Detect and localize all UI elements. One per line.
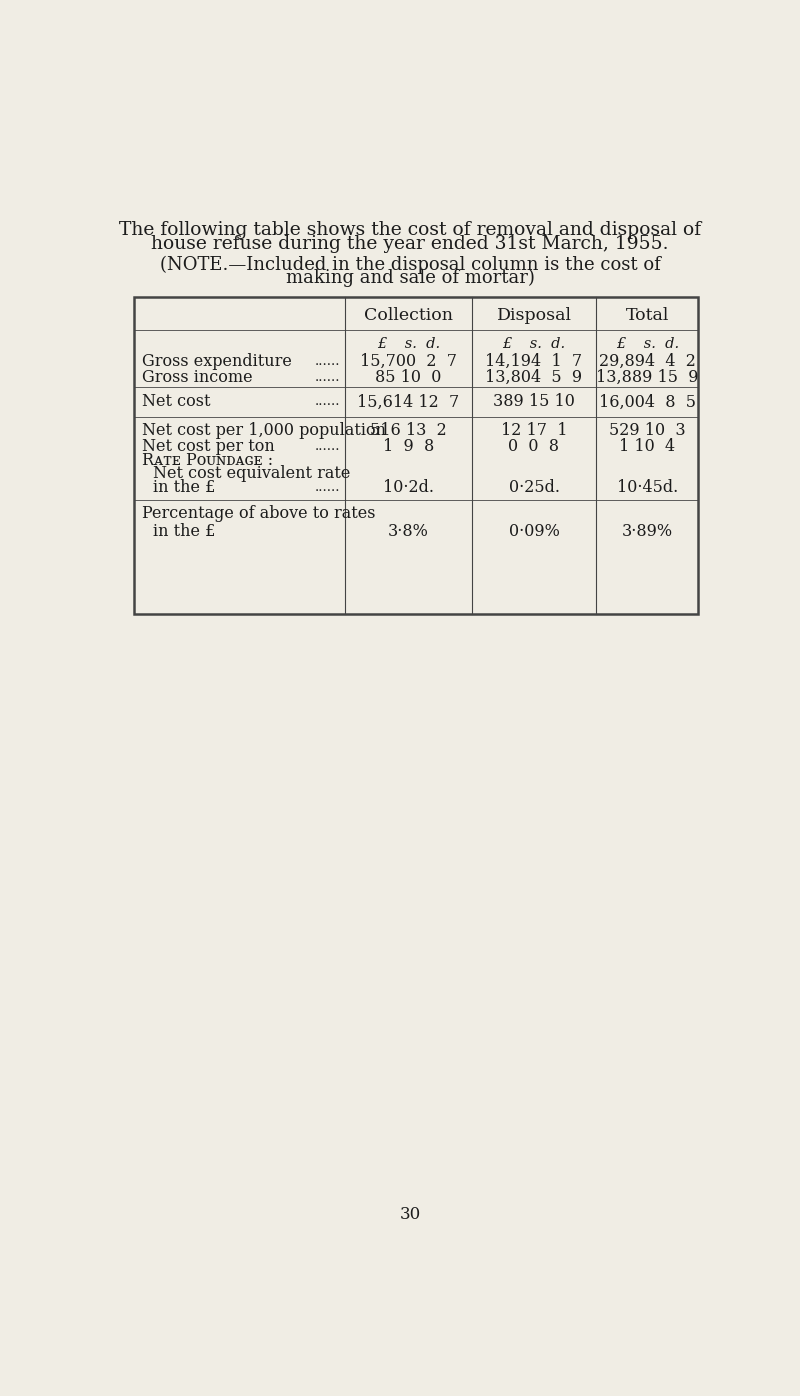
Text: 1  9  8: 1 9 8 bbox=[383, 438, 434, 455]
Text: Disposal: Disposal bbox=[497, 307, 571, 324]
Text: making and sale of mortar): making and sale of mortar) bbox=[286, 269, 534, 288]
Text: Net cost per ton: Net cost per ton bbox=[142, 438, 274, 455]
Text: 13,889 15  9: 13,889 15 9 bbox=[596, 369, 698, 385]
Text: (NOTE.—Included in the disposal column is the cost of: (NOTE.—Included in the disposal column i… bbox=[160, 257, 660, 275]
Text: in the £: in the £ bbox=[153, 479, 215, 497]
Text: ......: ...... bbox=[314, 395, 340, 409]
Text: 516 13  2: 516 13 2 bbox=[370, 423, 447, 440]
Text: 15,700  2  7: 15,700 2 7 bbox=[360, 353, 457, 370]
Text: 14,194  1  7: 14,194 1 7 bbox=[486, 353, 582, 370]
Text: 3·89%: 3·89% bbox=[622, 524, 673, 540]
Text: 15,614 12  7: 15,614 12 7 bbox=[358, 394, 459, 410]
Text: Net cost equivalent rate: Net cost equivalent rate bbox=[153, 465, 350, 483]
Text: 29,894  4  2: 29,894 4 2 bbox=[598, 353, 695, 370]
Text: ......: ...... bbox=[314, 355, 340, 367]
Text: Percentage of above to rates: Percentage of above to rates bbox=[142, 505, 375, 522]
Text: Net cost per 1,000 population: Net cost per 1,000 population bbox=[142, 423, 386, 440]
Text: Collection: Collection bbox=[364, 307, 453, 324]
Text: 10·2d.: 10·2d. bbox=[383, 479, 434, 497]
Text: 529 10  3: 529 10 3 bbox=[609, 423, 686, 440]
Text: 12 17  1: 12 17 1 bbox=[501, 423, 567, 440]
Text: £    s.  d.: £ s. d. bbox=[377, 336, 440, 350]
Text: 30: 30 bbox=[399, 1206, 421, 1223]
Text: 16,004  8  5: 16,004 8 5 bbox=[598, 394, 696, 410]
Text: in the £: in the £ bbox=[153, 524, 215, 540]
Text: Gross income: Gross income bbox=[142, 369, 252, 385]
Text: house refuse during the year ended 31st March, 1955.: house refuse during the year ended 31st … bbox=[151, 235, 669, 253]
Text: Gross expenditure: Gross expenditure bbox=[142, 353, 291, 370]
Text: 1 10  4: 1 10 4 bbox=[619, 438, 675, 455]
Text: The following table shows the cost of removal and disposal of: The following table shows the cost of re… bbox=[119, 221, 701, 239]
Text: 3·8%: 3·8% bbox=[388, 524, 429, 540]
Text: Total: Total bbox=[626, 307, 669, 324]
Text: 0·09%: 0·09% bbox=[509, 524, 559, 540]
Text: 0  0  8: 0 0 8 bbox=[509, 438, 559, 455]
Text: 10·45d.: 10·45d. bbox=[617, 479, 678, 497]
Bar bbox=[134, 296, 698, 614]
Text: 0·25d.: 0·25d. bbox=[509, 479, 559, 497]
Text: 13,804  5  9: 13,804 5 9 bbox=[486, 369, 582, 385]
Text: £    s.  d.: £ s. d. bbox=[502, 336, 566, 350]
Text: 85 10  0: 85 10 0 bbox=[375, 369, 442, 385]
Text: ......: ...... bbox=[314, 370, 340, 384]
Text: Rᴀᴛᴇ Pᴏᴜɴᴅᴀɢᴇ :: Rᴀᴛᴇ Pᴏᴜɴᴅᴀɢᴇ : bbox=[142, 452, 273, 469]
Text: Net cost: Net cost bbox=[142, 394, 210, 410]
Text: 389 15 10: 389 15 10 bbox=[493, 394, 575, 410]
Text: ......: ...... bbox=[314, 482, 340, 494]
Text: ......: ...... bbox=[314, 441, 340, 454]
Text: £    s.  d.: £ s. d. bbox=[615, 336, 678, 350]
